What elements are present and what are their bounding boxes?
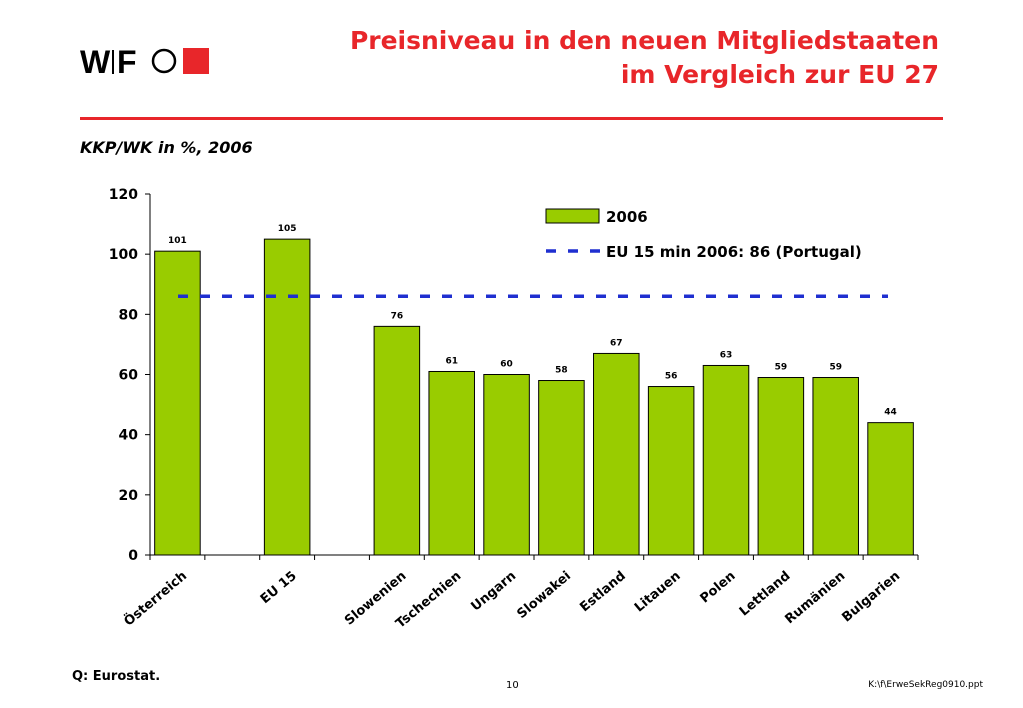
- y-tick-label: 80: [119, 307, 139, 323]
- category-label: Ungarn: [468, 569, 519, 615]
- bar-Rumänien: [812, 377, 859, 556]
- data-label: 63: [720, 350, 733, 360]
- data-label: 67: [610, 338, 623, 348]
- category-label: Litauen: [632, 569, 684, 616]
- data-label: 56: [665, 372, 678, 382]
- legend-label-series: 2006: [606, 208, 648, 226]
- bar-Bulgarien: [867, 422, 914, 556]
- file-path: K:\f\ErweSekReg0910.ppt: [868, 680, 983, 690]
- bar-Polen: [702, 364, 750, 556]
- y-tick-label: 0: [128, 548, 138, 564]
- source-note: Q: Eurostat.: [72, 669, 161, 684]
- y-tick-label: 100: [109, 247, 138, 263]
- page-number: 10: [506, 680, 519, 691]
- data-label: 105: [278, 224, 297, 234]
- category-label: Österreich: [121, 568, 190, 630]
- y-tick-label: 40: [119, 428, 139, 444]
- bar-Ungarn: [483, 374, 530, 556]
- category-label: Bulgarien: [839, 569, 903, 626]
- data-label: 59: [775, 363, 788, 373]
- category-label: Slowakei: [514, 569, 574, 622]
- title-line-2: im Vergleich zur EU 27: [620, 60, 939, 89]
- legend-swatch-series: [545, 208, 600, 224]
- data-label: 44: [884, 408, 897, 418]
- wifo-logo: W F: [80, 44, 209, 80]
- title-divider: [80, 117, 943, 120]
- data-label: 101: [168, 236, 187, 246]
- bar-Estland: [593, 352, 640, 556]
- bar-Tschechien: [428, 370, 475, 556]
- category-label: Rumänien: [782, 569, 848, 628]
- bar-Slowakei: [538, 380, 585, 556]
- data-label: 59: [829, 363, 842, 373]
- legend-label-reference: EU 15 min 2006: 86 (Portugal): [606, 243, 862, 261]
- data-label: 76: [391, 311, 404, 321]
- bar-Slowenien: [373, 325, 421, 556]
- bar-EU 15: [263, 238, 311, 556]
- page-title: Preisniveau in den neuen Mitgliedstaaten…: [350, 24, 939, 92]
- title-line-1: Preisniveau in den neuen Mitgliedstaaten: [349, 26, 939, 55]
- chart-subtitle: KKP/WK in %, 2006: [80, 138, 253, 157]
- data-label: 58: [555, 366, 568, 376]
- y-tick-label: 120: [109, 187, 138, 203]
- bar-Lettland: [757, 377, 805, 556]
- data-label: 61: [445, 356, 458, 366]
- y-tick-label: 20: [119, 488, 139, 504]
- y-tick-label: 60: [119, 368, 139, 384]
- category-label: Polen: [698, 569, 739, 607]
- category-label: Estland: [577, 569, 628, 616]
- svg-text:F: F: [117, 44, 137, 80]
- bar-Österreich: [154, 250, 201, 556]
- data-label: 60: [500, 360, 513, 370]
- category-label: Lettland: [737, 569, 794, 620]
- bar-Litauen: [647, 386, 695, 556]
- category-label: EU 15: [258, 569, 300, 608]
- svg-text:W: W: [80, 44, 111, 80]
